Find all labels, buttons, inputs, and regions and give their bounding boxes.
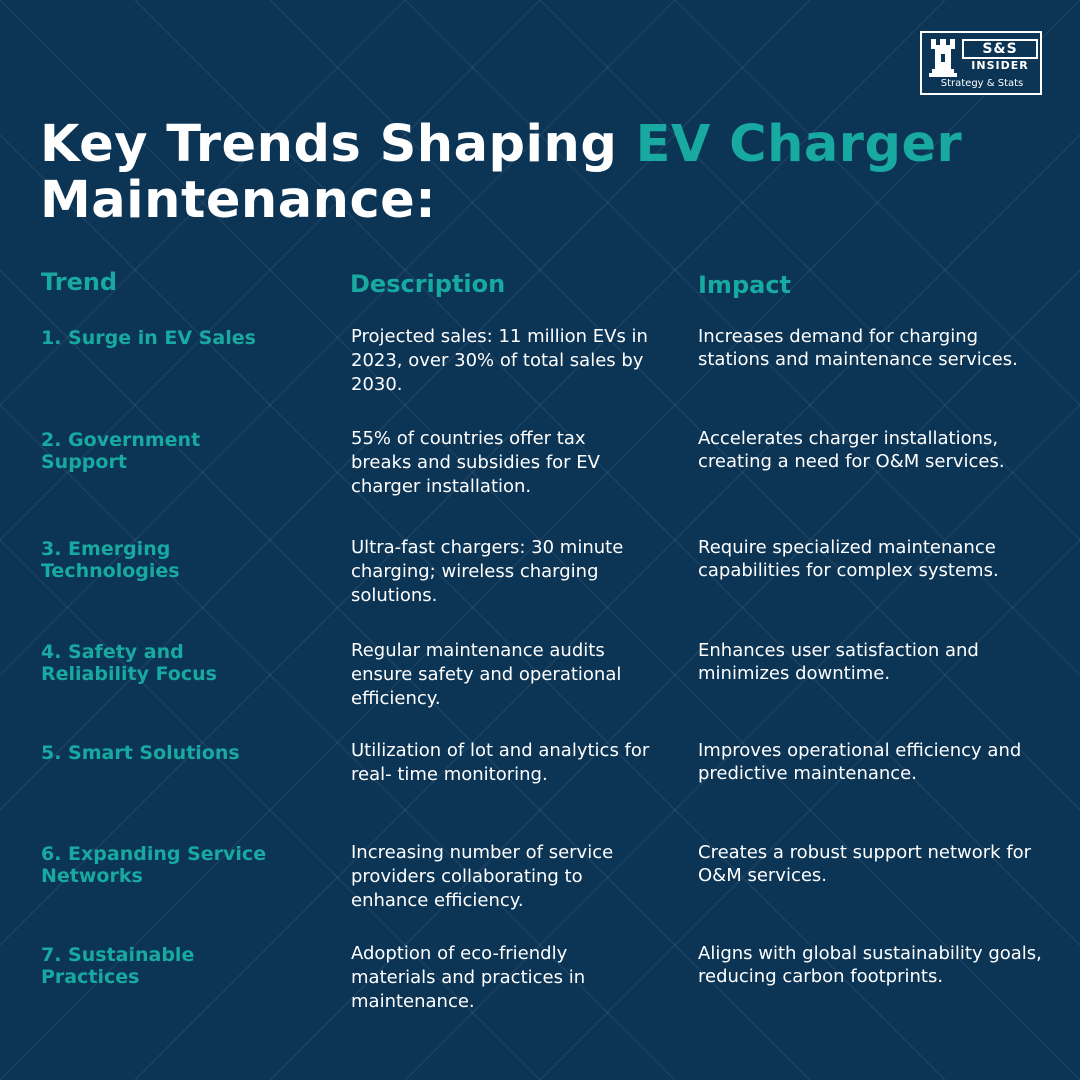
description-cell: Adoption of eco-friendly materials and p… [351, 943, 586, 1012]
column-header-impact: Impact [698, 271, 792, 299]
trend-cell: 6. Expanding Service Networks [41, 843, 267, 887]
logo-main-text: S&S [962, 39, 1038, 59]
rook-icon [929, 39, 957, 77]
page-title: Key Trends Shaping EV Charger Maintenance… [40, 117, 1040, 229]
impact-cell: Creates a robust support network for O&M… [698, 842, 1032, 886]
trend-cell: 3. Emerging Technologies [41, 538, 180, 582]
column-header-trend: Trend [41, 268, 118, 296]
impact-cell: Improves operational efficiency and pred… [698, 740, 1022, 784]
trend-cell: 4. Safety and Reliability Focus [41, 641, 217, 685]
trend-cell: 7. Sustainable Practices [41, 944, 195, 988]
description-cell: Regular maintenance audits ensure safety… [351, 640, 622, 709]
description-cell: 55% of countries offer tax breaks and su… [351, 428, 600, 497]
trend-cell: 5. Smart Solutions [41, 742, 240, 764]
impact-cell: Enhances user satisfaction and minimizes… [698, 640, 979, 684]
logo-tagline: Strategy & Stats [940, 78, 1024, 89]
trend-cell: 1. Surge in EV Sales [41, 327, 256, 349]
trend-cell: 2. Government Support [41, 429, 201, 473]
impact-cell: Aligns with global sustainability goals,… [698, 943, 1042, 987]
description-cell: Projected sales: 11 million EVs in 2023,… [351, 326, 648, 395]
logo-sub-text: INSIDER [971, 59, 1029, 72]
title-accent: EV Charger [635, 115, 963, 174]
title-prefix: Key Trends Shaping [40, 115, 636, 174]
impact-cell: Accelerates charger installations, creat… [698, 428, 1005, 472]
description-cell: Utilization of lot and analytics for rea… [351, 740, 650, 785]
brand-logo: S&S INSIDER Strategy & Stats [920, 31, 1042, 95]
impact-cell: Increases demand for charging stations a… [698, 326, 1018, 370]
description-cell: Increasing number of service providers c… [351, 842, 614, 911]
impact-cell: Require specialized maintenance capabili… [698, 537, 999, 581]
title-suffix: Maintenance: [40, 171, 437, 230]
column-header-description: Description [350, 270, 506, 298]
description-cell: Ultra-fast chargers: 30 minute charging;… [351, 537, 624, 606]
